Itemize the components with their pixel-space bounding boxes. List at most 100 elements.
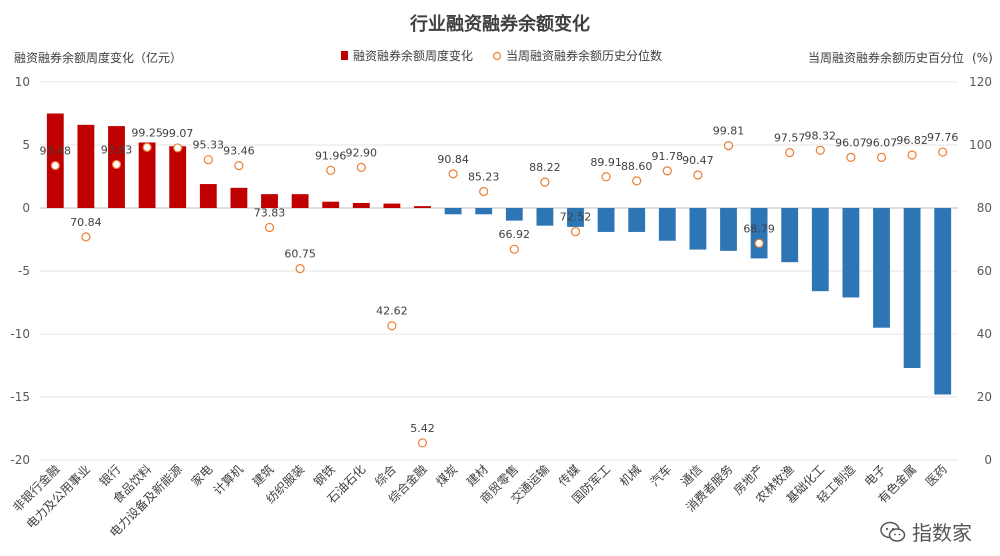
data-label: 72.52 <box>560 211 592 224</box>
data-label: 95.33 <box>193 139 225 152</box>
legend: 融资融券余额周度变化 当周融资融券余额历史分位数 <box>341 48 662 63</box>
percentile-point <box>234 161 244 171</box>
y-tick-left: 5 <box>22 138 30 152</box>
bar <box>505 208 523 221</box>
bar <box>475 208 493 215</box>
y-tick-right: 100 <box>969 138 992 152</box>
data-label: 68.79 <box>743 222 775 235</box>
data-label: 42.62 <box>376 305 408 318</box>
watermark: 指数家 <box>880 517 972 546</box>
y-tick-right: 80 <box>977 201 992 215</box>
bar <box>750 208 768 259</box>
percentile-point <box>785 148 795 158</box>
data-label: 98.32 <box>805 129 837 142</box>
data-label: 99.81 <box>713 125 745 138</box>
x-tick-label: 通信 <box>678 462 705 489</box>
x-tick-label: 机械 <box>616 462 644 490</box>
y-tick-left: -10 <box>10 327 30 341</box>
bar <box>414 206 431 208</box>
data-label: 97.57 <box>774 132 806 145</box>
data-label: 91.96 <box>315 149 347 162</box>
y-tick-right: 0 <box>984 453 992 467</box>
data-label: 66.92 <box>499 228 531 241</box>
y-tick-right: 20 <box>977 390 992 404</box>
bar <box>322 201 340 208</box>
data-label: 88.22 <box>529 161 561 174</box>
percentile-point <box>356 162 366 172</box>
bar <box>658 208 676 241</box>
percentile-point <box>938 147 948 157</box>
y-axis-right-label: 当周融资融券余额历史百分位 <box>808 50 964 65</box>
bar <box>903 208 921 369</box>
bar <box>567 208 584 227</box>
percentile-point <box>632 176 642 186</box>
y-tick-left: 0 <box>22 201 30 215</box>
watermark-text: 指数家 <box>912 521 972 545</box>
percentile-point <box>570 226 581 237</box>
data-label: 99.07 <box>162 127 194 140</box>
percentile-point <box>387 321 397 331</box>
percentile-point <box>142 142 152 152</box>
legend-bar-label: 融资融券余额周度变化 <box>353 48 473 63</box>
percentile-point <box>264 222 275 233</box>
x-tick-label: 汽车 <box>647 462 675 490</box>
legend-point-label: 当周融资融券余额历史分位数 <box>506 48 662 63</box>
legend-bar-swatch <box>341 51 348 60</box>
data-label: 93.46 <box>223 145 255 158</box>
bar <box>77 124 95 208</box>
percentile-point <box>479 186 489 197</box>
wechat-icon <box>880 521 906 542</box>
percentile-point <box>907 150 917 160</box>
x-tick-label: 煤炭 <box>433 462 460 489</box>
bar <box>46 113 64 208</box>
data-label: 60.75 <box>284 248 316 261</box>
x-tick-label: 建材 <box>464 462 491 489</box>
bar <box>383 203 401 208</box>
legend-point-marker <box>492 51 502 61</box>
percentile-point <box>173 143 183 153</box>
percentile-point <box>417 438 428 448</box>
percentile-point <box>846 152 856 162</box>
bar <box>291 194 309 208</box>
percentile-point <box>81 232 91 242</box>
bar <box>138 142 156 208</box>
data-label: 91.78 <box>652 150 684 163</box>
y-axis-right: 120 100 80 60 40 20 0 <box>969 75 992 467</box>
data-label: 90.84 <box>437 153 469 166</box>
bar <box>597 208 615 232</box>
bar <box>352 202 370 208</box>
percentile-point <box>203 155 213 165</box>
bar <box>781 208 799 263</box>
data-label: 97.76 <box>927 131 959 144</box>
bar <box>199 184 217 208</box>
data-label: 92.90 <box>346 146 378 159</box>
y-tick-right: 40 <box>977 327 992 341</box>
percentile-point <box>295 264 305 274</box>
x-tick-label: 传媒 <box>555 462 583 490</box>
percentile-point <box>448 169 458 179</box>
data-label: 88.60 <box>621 160 653 173</box>
bar <box>689 208 707 250</box>
y-tick-left: -15 <box>10 390 30 404</box>
x-tick-label: 电子 <box>862 462 889 489</box>
data-label: 96.07 <box>835 136 867 149</box>
data-label: 89.91 <box>590 156 622 169</box>
data-label: 70.84 <box>70 216 102 229</box>
y-axis-left-label: 融资融券余额周度变化（亿元） <box>14 50 182 65</box>
y-axis-right-unit: (%) <box>972 51 993 65</box>
bar <box>536 208 554 226</box>
data-label: 93.83 <box>101 143 133 156</box>
bar <box>934 208 952 395</box>
percentile-point <box>601 172 611 182</box>
percentile-point <box>693 170 703 180</box>
y-tick-left: 10 <box>15 75 30 89</box>
percentile-point <box>815 145 825 155</box>
bar <box>842 208 860 298</box>
x-tick-label: 家电 <box>188 462 216 490</box>
x-tick-label: 计算机 <box>210 462 246 498</box>
data-label: 5.42 <box>410 422 435 435</box>
y-tick-right: 120 <box>969 75 992 89</box>
bar <box>720 208 737 251</box>
x-tick-label: 钢铁 <box>311 462 338 489</box>
